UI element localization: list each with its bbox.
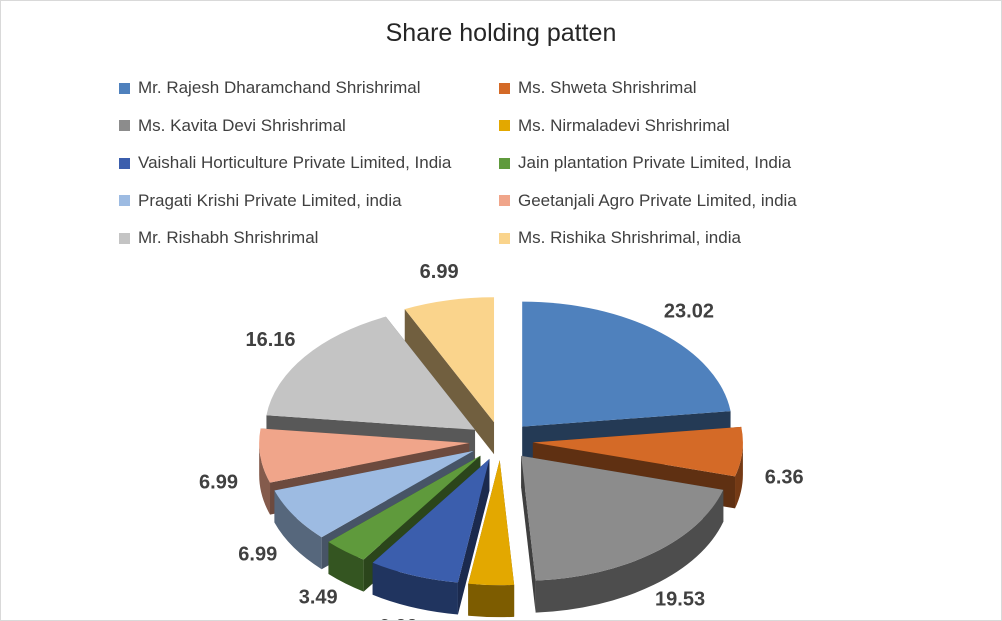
pie-slice-rim [735, 442, 743, 509]
legend-label: Pragati Krishi Private Limited, india [138, 190, 402, 210]
data-label: 6.36 [765, 466, 804, 488]
legend-item: Jain plantation Private Limited, India [499, 153, 791, 173]
pie-slice-rim [274, 490, 322, 570]
legend-swatch [119, 195, 130, 206]
data-label: 23.02 [664, 300, 714, 322]
pie-slice-wall [521, 455, 536, 613]
legend-item: Geetanjali Agro Private Limited, india [499, 191, 797, 211]
pie-slice-rim [328, 541, 364, 592]
data-label: 6.99 [199, 471, 238, 493]
pie-slice-rim [468, 583, 515, 618]
legend-swatch [119, 157, 130, 169]
legend-swatch [499, 232, 510, 244]
legend-item: Ms. Kavita Devi Shrishrimal [119, 116, 346, 136]
legend-swatch [499, 157, 510, 169]
pie-slice-top [468, 460, 515, 586]
legend-label: Mr. Rishabh Shrishrimal [138, 228, 319, 247]
pie-slice-top [266, 316, 476, 430]
legend-label: Geetanjali Agro Private Limited, india [518, 190, 797, 210]
pie-slice-rim [259, 442, 271, 515]
legend-swatch [119, 82, 130, 94]
pie-slice-wall [404, 309, 495, 455]
legend-item: Mr. Rishabh Shrishrimal [119, 228, 318, 248]
data-label: 3.49 [299, 587, 338, 609]
pie-slice [521, 455, 724, 613]
pie-slice-top [522, 301, 731, 427]
legend-label: Ms. Kavita Devi Shrishrimal [138, 115, 346, 135]
legend-label: Mr. Rajesh Dharamchand Shrishrimal [138, 78, 421, 97]
legend-swatch [119, 120, 130, 131]
legend-item: Ms. Rishika Shrishrimal, india [499, 228, 741, 248]
legend-label: Vaishali Horticulture Private Limited, I… [138, 153, 452, 172]
legend-swatch [499, 120, 510, 131]
data-label: 6.99 [420, 261, 459, 283]
legend-item: Mr. Rajesh Dharamchand Shrishrimal [119, 78, 421, 98]
pie-slice-top [521, 455, 724, 581]
data-label: 6.99 [379, 616, 418, 620]
data-label: 6.99 [238, 543, 277, 565]
legend-label: Ms. Shweta Shrishrimal [518, 78, 697, 97]
pie-slice-top [532, 426, 743, 477]
pie-slice-top [404, 297, 495, 423]
pie-slice-top [328, 455, 481, 560]
legend-label: Jain plantation Private Limited, India [518, 153, 792, 172]
legend-label: Ms. Rishika Shrishrimal, india [518, 228, 741, 247]
chart-title: Share holding patten [385, 19, 617, 47]
pie-slice-top [259, 428, 470, 483]
pie-slice-rim [535, 489, 724, 613]
data-label: 19.53 [655, 589, 705, 611]
pie-slice-top [274, 450, 474, 538]
pie-slice-top [372, 458, 490, 583]
pie-slice [372, 458, 490, 615]
data-label: 16.16 [245, 329, 295, 351]
legend-item: Vaishali Horticulture Private Limited, I… [119, 153, 451, 173]
legend-item: Pragati Krishi Private Limited, india [119, 191, 402, 211]
pie-slice-rim [372, 562, 458, 615]
legend-item: Ms. Shweta Shrishrimal [499, 78, 697, 98]
legend-swatch [499, 195, 510, 206]
legend-label: Ms. Nirmaladevi Shrishrimal [518, 115, 730, 135]
pie-slice [468, 460, 515, 618]
legend-swatch [119, 232, 130, 244]
legend-item: Ms. Nirmaladevi Shrishrimal [499, 116, 730, 136]
legend-swatch [499, 82, 510, 94]
pie-slice [404, 297, 495, 455]
